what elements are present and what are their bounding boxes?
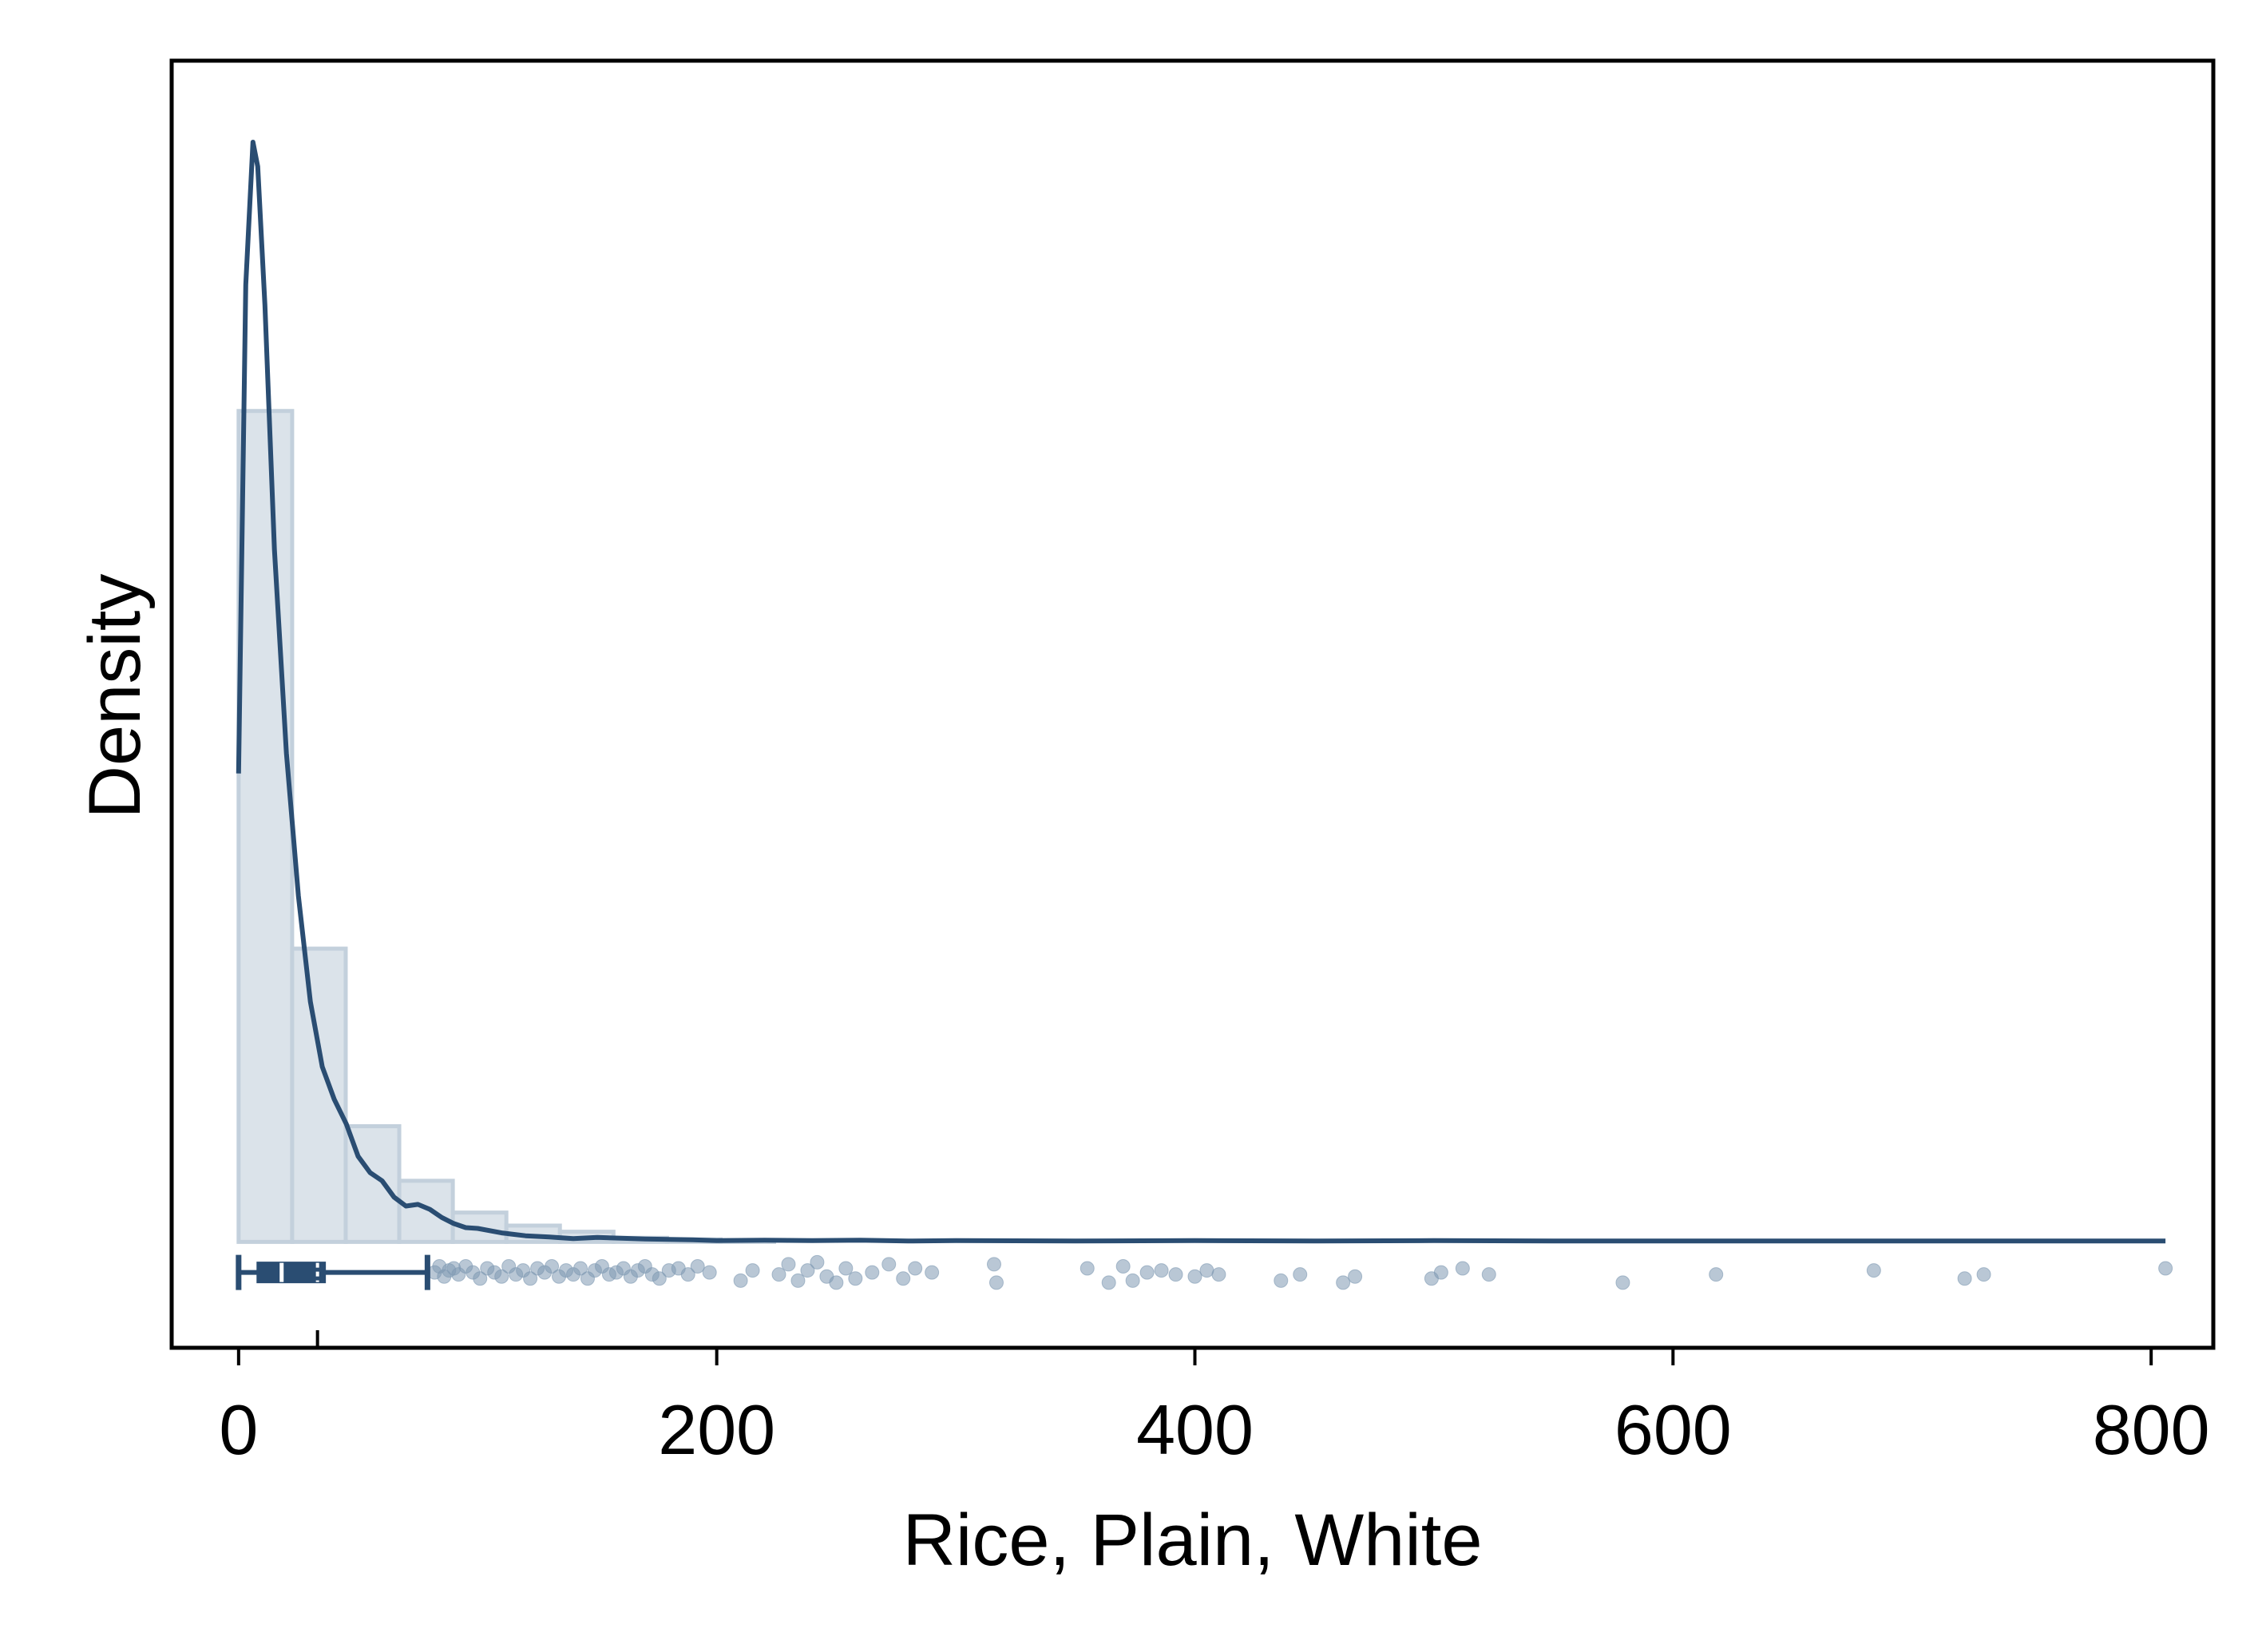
kde-curve bbox=[236, 140, 2166, 1244]
outlier-point bbox=[652, 1271, 667, 1286]
outlier-point bbox=[1139, 1265, 1155, 1280]
outlier-point bbox=[1274, 1273, 1289, 1288]
outlier-point bbox=[848, 1271, 863, 1286]
outlier-point bbox=[896, 1271, 911, 1286]
outlier-point bbox=[1125, 1273, 1140, 1288]
outlier-point bbox=[829, 1275, 844, 1290]
x-tick-label: 200 bbox=[658, 1390, 775, 1469]
histogram-bar bbox=[236, 409, 295, 1244]
outlier-point bbox=[865, 1265, 880, 1280]
histogram-bar bbox=[397, 1179, 455, 1244]
x-axis-label: Rice, Plain, White bbox=[902, 1499, 1482, 1581]
outlier-point bbox=[1293, 1267, 1308, 1282]
outlier-point bbox=[1115, 1258, 1131, 1274]
y-axis-label: Density bbox=[74, 574, 156, 819]
outlier-point bbox=[523, 1271, 538, 1286]
outlier-point bbox=[1433, 1265, 1448, 1280]
outlier-point bbox=[1101, 1275, 1116, 1290]
outlier-point bbox=[1154, 1263, 1169, 1278]
outlier-point bbox=[1187, 1269, 1202, 1284]
outlier-point bbox=[1615, 1275, 1630, 1290]
outlier-point bbox=[1211, 1267, 1226, 1282]
outlier-point bbox=[1348, 1269, 1363, 1284]
outlier-point bbox=[702, 1265, 717, 1280]
outlier-point bbox=[988, 1275, 1004, 1290]
outlier-point bbox=[790, 1273, 806, 1288]
outlier-point bbox=[1080, 1261, 1095, 1276]
outlier-point bbox=[810, 1254, 825, 1270]
outlier-point bbox=[494, 1269, 509, 1284]
outlier-point bbox=[1168, 1267, 1183, 1282]
outlier-point bbox=[1199, 1263, 1214, 1278]
x-tick-label: 800 bbox=[2093, 1390, 2210, 1469]
outlier-point bbox=[572, 1261, 588, 1276]
outlier-point bbox=[545, 1258, 560, 1274]
outlier-point bbox=[800, 1263, 815, 1278]
outlier-point bbox=[733, 1273, 748, 1288]
outlier-point bbox=[1481, 1267, 1496, 1282]
x-tick-label: 600 bbox=[1614, 1390, 1732, 1469]
x-tick-label: 400 bbox=[1136, 1390, 1254, 1469]
outlier-point bbox=[745, 1263, 760, 1278]
outlier-point bbox=[690, 1258, 705, 1274]
outlier-point bbox=[473, 1271, 488, 1286]
outlier-point bbox=[838, 1261, 854, 1276]
outlier-point bbox=[680, 1267, 695, 1282]
box-iqr bbox=[256, 1262, 327, 1284]
outlier-point bbox=[908, 1261, 923, 1276]
outlier-point bbox=[1455, 1261, 1470, 1276]
outlier-point bbox=[1957, 1271, 1972, 1286]
x-axis: 0 200 400 600 800 bbox=[219, 1330, 2210, 1469]
outlier-point bbox=[925, 1265, 940, 1280]
kde-line bbox=[236, 140, 2166, 1244]
outlier-point bbox=[1709, 1267, 1724, 1282]
outlier-point bbox=[1866, 1263, 1881, 1278]
outlier-points bbox=[427, 1254, 2173, 1290]
outlier-point bbox=[881, 1257, 897, 1272]
histogram-bar bbox=[290, 946, 348, 1244]
outlier-point bbox=[781, 1257, 796, 1272]
x-tick-label: 0 bbox=[219, 1390, 258, 1469]
plot-frame bbox=[169, 58, 2216, 1350]
outlier-point bbox=[986, 1257, 1001, 1272]
boxplot bbox=[236, 1254, 430, 1290]
histogram-bars bbox=[236, 409, 777, 1244]
outlier-point bbox=[771, 1267, 786, 1282]
outlier-point bbox=[1336, 1275, 1351, 1290]
outlier-point bbox=[2158, 1261, 2173, 1276]
outlier-point bbox=[1976, 1267, 1991, 1282]
